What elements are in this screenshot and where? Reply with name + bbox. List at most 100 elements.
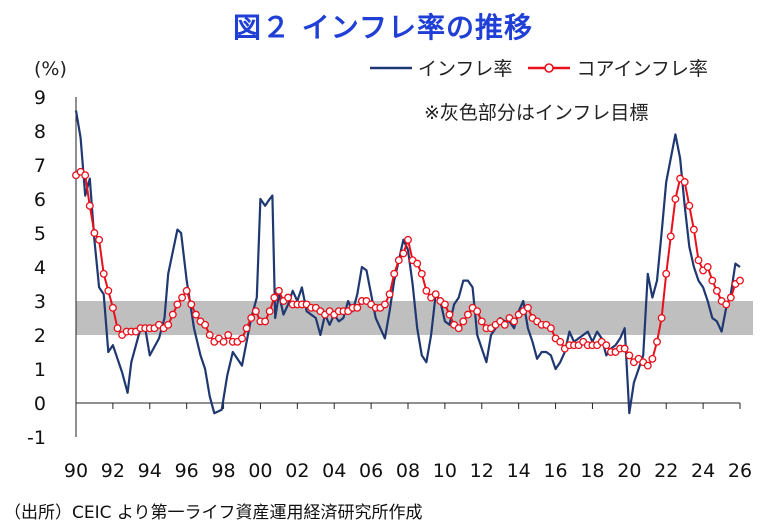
core-inflation-point (191, 310, 200, 319)
x-tick-label: 92 (101, 460, 125, 482)
core-inflation-point (736, 276, 744, 285)
x-tick-label: 98 (211, 460, 235, 482)
core-inflation-point (722, 300, 731, 309)
core-inflation-point (265, 307, 274, 316)
core-inflation-point (666, 232, 675, 241)
y-tick-label: 3 (34, 291, 46, 313)
series-line-core (75, 170, 741, 367)
core-inflation-point (187, 300, 196, 309)
x-tick-label: 06 (359, 460, 383, 482)
core-inflation-point (413, 259, 422, 268)
core-inflation-point (164, 320, 173, 329)
core-inflation-point (274, 286, 283, 295)
core-inflation-point (445, 310, 454, 319)
core-inflation-point (689, 225, 698, 234)
core-inflation-point (459, 317, 468, 326)
core-inflation-point (224, 331, 233, 339)
core-inflation-point (219, 337, 228, 346)
x-tick-label: 08 (396, 460, 420, 482)
core-inflation-point (440, 300, 449, 309)
core-inflation-point (712, 286, 721, 295)
core-inflation-point (242, 324, 251, 333)
core-inflation-point (81, 171, 90, 180)
source-note: （出所）CEIC より第一ライフ資産運用経済研究所作成 (4, 503, 423, 523)
core-inflation-point (201, 320, 210, 329)
core-inflation-point (251, 307, 260, 316)
core-inflation-point (173, 300, 182, 309)
core-inflation-point (95, 235, 104, 244)
legend-label-core: コアインフレ率 (576, 58, 708, 80)
y-tick-label: 1 (34, 359, 46, 381)
core-inflation-point (657, 314, 666, 322)
core-inflation-point (500, 320, 509, 329)
core-inflation-point (168, 310, 177, 319)
x-tick-label: 00 (248, 460, 272, 482)
legend-line-core (528, 62, 571, 73)
core-inflation-point (85, 201, 94, 210)
x-tick-label: 14 (507, 460, 531, 482)
core-inflation-point (380, 300, 389, 309)
x-tick-label: 94 (138, 460, 162, 482)
x-tick-label: 10 (433, 460, 457, 482)
x-tick-label: 02 (285, 460, 309, 482)
core-inflation-point (390, 269, 399, 278)
core-inflation-point (385, 290, 394, 299)
y-tick-label: 9 (34, 87, 46, 109)
core-inflation-point (708, 276, 717, 285)
core-inflation-point (261, 317, 270, 326)
x-tick-label: 16 (543, 460, 567, 482)
x-tick-label: 26 (728, 460, 752, 482)
core-inflation-point (205, 331, 214, 339)
core-inflation-point (473, 307, 482, 316)
y-tick-label: 7 (34, 155, 46, 177)
core-inflation-point (182, 286, 191, 295)
core-inflation-point (625, 351, 634, 360)
core-inflation-point (247, 314, 256, 322)
core-inflation-point (454, 324, 463, 333)
x-tick-label: 96 (175, 460, 199, 482)
core-inflation-point (680, 178, 689, 186)
x-tick-label: 90 (64, 460, 88, 482)
core-inflation-point (523, 303, 532, 312)
core-inflation-point (394, 256, 403, 265)
x-tick-label: 04 (322, 460, 346, 482)
core-inflation-point (431, 290, 440, 299)
core-inflation-point (178, 293, 187, 302)
core-inflation-point (270, 293, 279, 302)
core-inflation-point (463, 310, 472, 319)
core-inflation-point (104, 286, 113, 295)
core-inflation-point (556, 337, 565, 346)
core-inflation-point (113, 324, 122, 333)
core-inflation-point (284, 293, 293, 302)
chart-title: 図２ インフレ率の推移 (233, 11, 533, 44)
core-inflation-point (653, 337, 661, 346)
target-band-note: ※灰色部分はインフレ目標 (424, 102, 649, 124)
core-inflation-point (546, 324, 555, 333)
y-tick-label: 5 (34, 223, 46, 245)
core-inflation-point (108, 303, 117, 312)
core-inflation-point (602, 341, 611, 350)
core-inflation-point (694, 256, 703, 265)
y-axis-unit: (%) (34, 58, 67, 80)
core-inflation-point (90, 229, 99, 237)
x-tick-label: 12 (470, 460, 494, 482)
x-tick-label: 24 (691, 460, 715, 482)
y-tick-label: 4 (34, 257, 46, 279)
legend-label-inflation: インフレ率 (418, 58, 513, 80)
core-inflation-point (643, 361, 652, 370)
core-inflation-point (99, 269, 108, 278)
x-tick-label: 18 (580, 460, 604, 482)
core-inflation-point (477, 317, 486, 326)
core-inflation-point (648, 354, 657, 363)
legend-item-inflation: インフレ率 (368, 54, 512, 81)
y-tick-label: 2 (34, 325, 46, 347)
x-tick-label: 22 (654, 460, 678, 482)
y-tick-label: 0 (34, 393, 46, 415)
core-inflation-point (703, 263, 712, 271)
y-tick-label: 8 (34, 121, 46, 143)
core-inflation-point (620, 344, 629, 353)
core-inflation-point (238, 334, 246, 343)
core-inflation-point (399, 249, 408, 258)
core-inflation-point (671, 195, 680, 203)
